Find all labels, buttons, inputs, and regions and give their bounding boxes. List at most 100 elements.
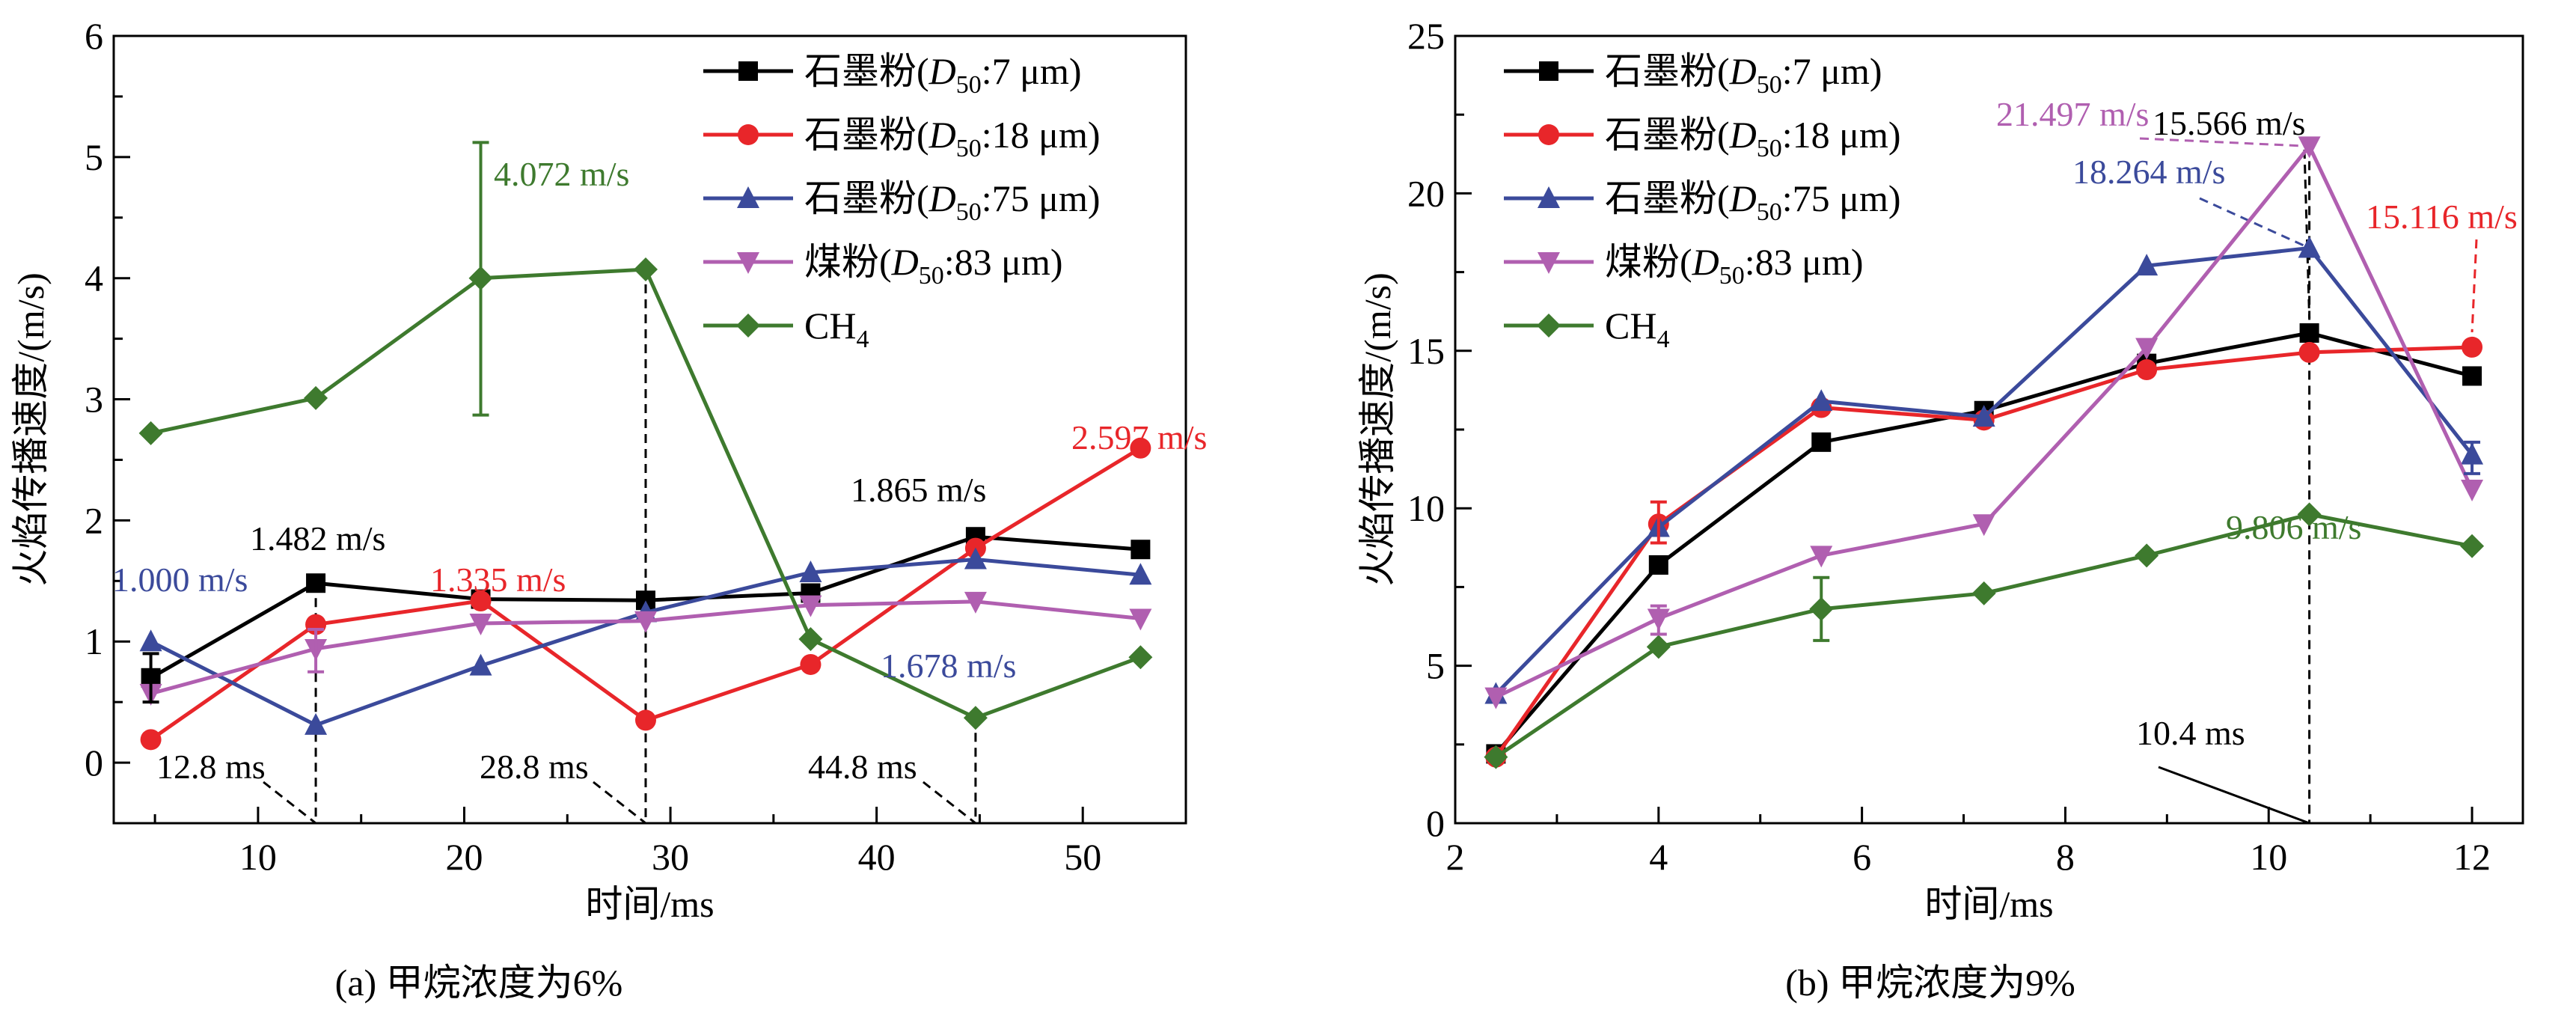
triangle-down-marker: [799, 595, 822, 617]
legend-label-part: 石墨粉(: [1605, 50, 1730, 92]
triangle-up-marker: [1972, 405, 1995, 427]
annotation-label: 21.497 m/s: [1996, 95, 2149, 133]
legend-label-part: D: [1692, 241, 1719, 283]
x-axis-label: 时间/ms: [1924, 883, 2053, 925]
legend-label-part: 50: [1757, 135, 1782, 162]
legend-label-part: :7 μm): [1782, 50, 1882, 92]
triangle-up-marker: [799, 560, 822, 582]
circle-marker: [1538, 124, 1559, 145]
circle-marker: [800, 653, 822, 675]
square-marker: [1539, 61, 1558, 81]
legend-label-part: 50: [1719, 262, 1745, 290]
diamond-marker: [2460, 534, 2485, 558]
legend-item: 石墨粉(D50:18 μm): [703, 114, 1101, 162]
y-tick-label: 0: [85, 742, 103, 784]
x-tick-label: 10: [239, 836, 277, 878]
y-tick-label: 0: [1426, 802, 1445, 844]
circle-marker: [140, 729, 162, 751]
triangle-down-marker: [634, 611, 657, 633]
diamond-marker: [798, 626, 823, 651]
legend-label: 石墨粉(D50:75 μm): [1605, 177, 1901, 226]
legend-label-part: 50: [1757, 198, 1782, 226]
legend-label: CH4: [804, 305, 869, 353]
y-axis-label: 火焰传播速度/(m/s): [10, 272, 52, 586]
triangle-down-marker: [1972, 514, 1995, 537]
triangle-down-marker: [1129, 608, 1152, 631]
y-axis-label: 火焰传播速度/(m/s): [1356, 272, 1398, 586]
legend-label-part: 50: [956, 135, 982, 162]
x-tick-label: 20: [445, 836, 483, 878]
square-marker: [1648, 555, 1668, 575]
legend: 石墨粉(D50:7 μm)石墨粉(D50:18 μm)石墨粉(D50:75 μm…: [703, 50, 1101, 353]
legend-label-part: CH: [804, 305, 856, 346]
legend-label-part: 50: [956, 198, 982, 226]
chart-caption: (b) 甲烷浓度为9%: [1785, 962, 2075, 1004]
circle-marker: [634, 709, 656, 731]
x-tick-label: 40: [858, 836, 896, 878]
y-tick-label: 5: [1426, 645, 1445, 687]
triangle-up-marker: [305, 712, 328, 735]
x-axis-label: 时间/ms: [585, 883, 714, 925]
annotation-label: 1.335 m/s: [430, 561, 566, 599]
legend-label-part: 石墨粉(: [804, 177, 929, 219]
leader-line: [2199, 197, 2310, 249]
chart-a: 10 20 30 40 50 0 1 2 3 4 5 6 时间/ms 火焰传播速度/(m/s) (a) 甲烷…: [10, 15, 1207, 1004]
legend-item: CH4: [1504, 305, 1669, 353]
leader-line: [593, 781, 646, 825]
triangle-up-marker: [1129, 563, 1152, 585]
annotation-label: 18.264 m/s: [2072, 153, 2225, 191]
diamond-marker: [736, 314, 760, 338]
y-tick-label: 6: [85, 15, 103, 57]
legend-label-part: :75 μm): [982, 177, 1101, 219]
y-tick-label: 3: [85, 379, 103, 421]
annotation-label: 44.8 ms: [808, 748, 917, 786]
square-marker: [306, 573, 326, 593]
leader-line: [2471, 239, 2478, 332]
diamond-marker: [2135, 543, 2159, 568]
annotation-label: 28.8 ms: [480, 748, 589, 786]
annotation-label: 2.597 m/s: [1071, 418, 1207, 456]
legend: 石墨粉(D50:7 μm)石墨粉(D50:18 μm)石墨粉(D50:75 μm…: [1504, 50, 1901, 353]
legend-item: 石墨粉(D50:7 μm): [703, 50, 1082, 99]
annotation-label: 4.072 m/s: [494, 155, 629, 193]
y-tick-label: 15: [1407, 330, 1445, 372]
legend-label-part: 煤粉(: [804, 241, 892, 283]
circle-marker: [2136, 359, 2158, 381]
diamond-marker: [304, 385, 328, 410]
legend-item: 石墨粉(D50:7 μm): [1504, 50, 1882, 99]
triangle-down-marker: [2298, 136, 2321, 159]
x-tick-label: 2: [1446, 836, 1465, 878]
legend-label-part: :83 μm): [1745, 241, 1864, 283]
legend-item: CH4: [703, 305, 869, 353]
diamond-marker: [2297, 502, 2322, 527]
legend-label-part: D: [891, 241, 919, 283]
triangle-down-marker: [2135, 338, 2159, 360]
annotation-label: 12.8 ms: [156, 748, 266, 786]
y-tick-label: 10: [1407, 487, 1445, 529]
y-tick-label: 5: [85, 136, 103, 178]
leader-line: [922, 781, 976, 825]
x-tick-label: 4: [1649, 836, 1668, 878]
legend-label-part: 石墨粉(: [804, 114, 929, 156]
annotation-label: 10.4 ms: [2136, 714, 2245, 752]
legend-item: 石墨粉(D50:18 μm): [1504, 114, 1901, 162]
legend-label-part: 石墨粉(: [1605, 114, 1730, 156]
legend-label-part: 煤粉(: [1605, 241, 1692, 283]
series-line: [1494, 512, 2473, 759]
circle-marker: [1130, 437, 1151, 459]
legend-label-part: CH: [1605, 305, 1656, 346]
legend-label-part: 50: [956, 71, 982, 99]
series-4: [1484, 502, 2485, 769]
legend-label: 石墨粉(D50:7 μm): [804, 50, 1082, 99]
chart-caption: (a) 甲烷浓度为6%: [335, 962, 623, 1004]
legend-label-part: :75 μm): [1782, 177, 1901, 219]
legend-item: 石墨粉(D50:75 μm): [703, 177, 1101, 226]
triangle-up-marker: [1810, 389, 1833, 412]
y-tick-label: 20: [1407, 172, 1445, 214]
annotation-label: 15.116 m/s: [2366, 198, 2518, 236]
diamond-marker: [963, 706, 988, 730]
chart-b: 2 4 6 8 10 12 0 5 10 15 20 25 时间/ms 火焰传播速度/(m/s) (b) 甲…: [1356, 15, 2524, 1004]
legend-label-part: 石墨粉(: [1605, 177, 1730, 219]
square-marker: [2462, 366, 2482, 386]
